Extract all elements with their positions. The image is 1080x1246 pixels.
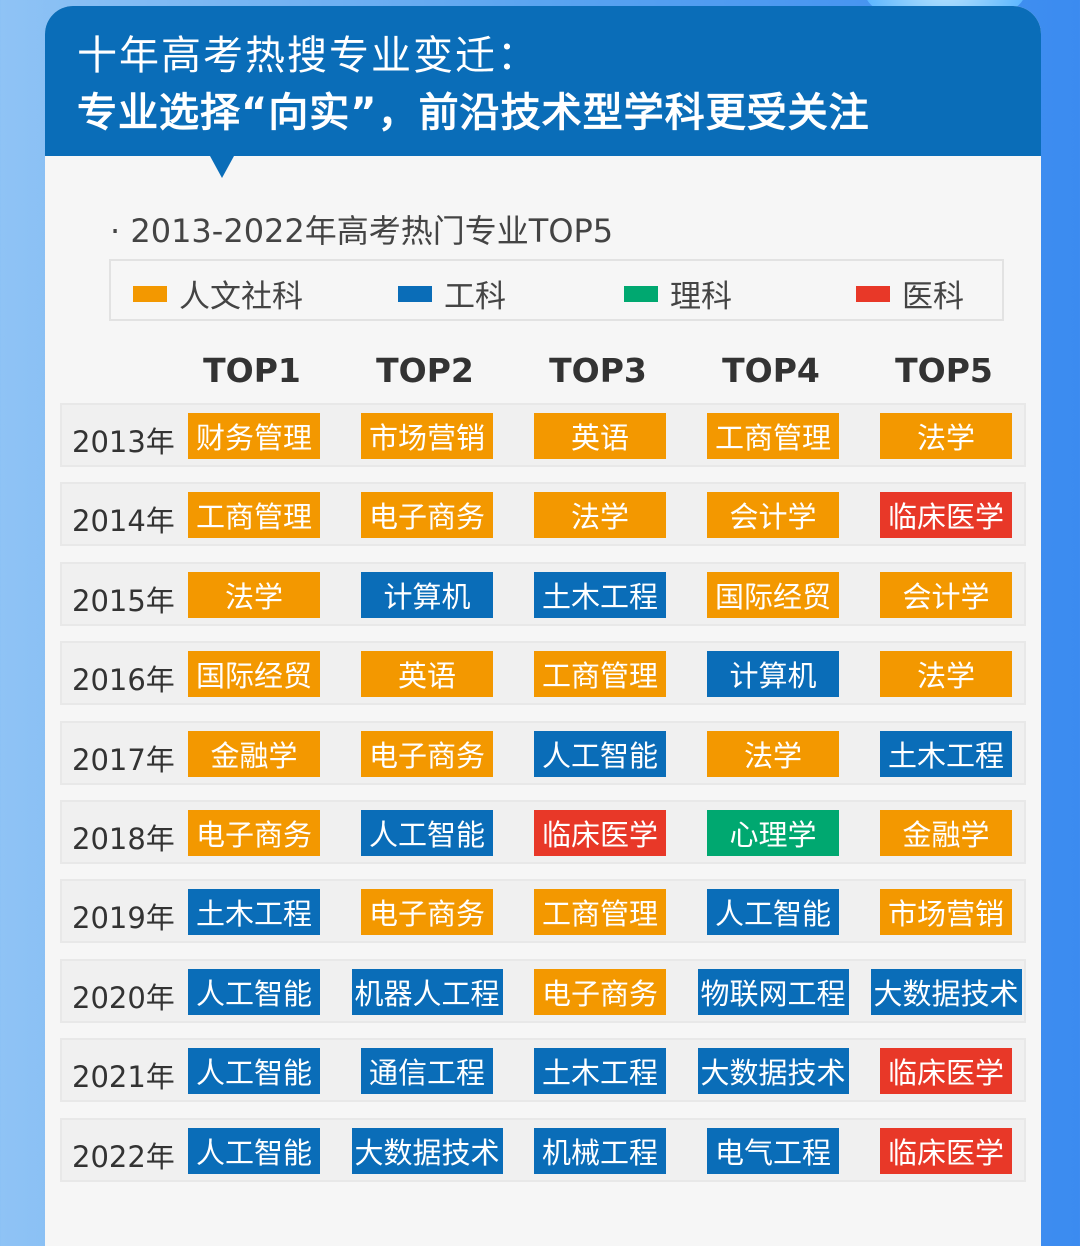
- legend: 人文社科 工科 理科 医科: [109, 259, 1004, 321]
- legend-swatch: [856, 285, 890, 302]
- infographic-card: 十年高考热搜专业变迁： 专业选择“向实”，前沿技术型学科更受关注 · 2013-…: [45, 6, 1041, 1246]
- major-tag: 心理学: [707, 810, 839, 856]
- major-tag: 法学: [880, 651, 1012, 698]
- column-header-top4: TOP4: [722, 351, 820, 390]
- major-tag: 会计学: [707, 492, 839, 539]
- major-tag: 计算机: [361, 571, 493, 618]
- table-row: 2017年 金融学 电子商务 人工智能 法学 土木工程: [60, 720, 1026, 785]
- major-tag: 临床医学: [880, 1048, 1012, 1095]
- major-tag: 土木工程: [534, 1048, 666, 1095]
- major-tag: 物联网工程: [697, 968, 849, 1015]
- major-tag: 临床医学: [880, 1127, 1012, 1174]
- legend-label: 理科: [670, 279, 732, 315]
- legend-swatch: [133, 285, 167, 302]
- year-label: 2021年: [72, 1060, 175, 1095]
- legend-item-science: 理科: [624, 271, 732, 316]
- major-tag: 金融学: [188, 730, 320, 777]
- column-header-top1: TOP1: [203, 351, 301, 390]
- legend-swatch: [624, 285, 658, 302]
- major-tag: 工商管理: [707, 413, 839, 459]
- major-tag: 国际经贸: [188, 651, 320, 698]
- major-tag: 国际经贸: [707, 571, 839, 618]
- major-tag: 大数据技术: [351, 1127, 503, 1174]
- year-label: 2018年: [72, 822, 175, 856]
- year-label: 2022年: [72, 1139, 175, 1174]
- year-label: 2013年: [72, 425, 175, 459]
- major-tag: 工商管理: [188, 492, 320, 539]
- major-tag: 财务管理: [188, 413, 320, 459]
- column-header-top5: TOP5: [895, 351, 993, 390]
- major-tag: 法学: [534, 492, 666, 539]
- year-label: 2016年: [72, 663, 175, 698]
- major-tag: 法学: [880, 413, 1012, 459]
- header-banner: 十年高考热搜专业变迁： 专业选择“向实”，前沿技术型学科更受关注: [45, 6, 1041, 156]
- major-tag: 英语: [534, 413, 666, 459]
- year-label: 2015年: [72, 583, 175, 618]
- year-label: 2017年: [72, 742, 175, 777]
- major-tag: 会计学: [880, 571, 1012, 618]
- banner-pointer: [210, 156, 234, 178]
- major-tag: 大数据技术: [870, 968, 1022, 1015]
- major-tag: 电子商务: [188, 810, 320, 856]
- major-tag: 法学: [188, 571, 320, 618]
- table-row: 2021年 人工智能 通信工程 土木工程 大数据技术 临床医学: [60, 1038, 1026, 1103]
- major-tag: 土木工程: [534, 571, 666, 618]
- major-tag: 市场营销: [880, 889, 1012, 936]
- title-line1: 十年高考热搜专业变迁：: [77, 33, 539, 79]
- table-row: 2018年 电子商务 人工智能 临床医学 心理学 金融学: [60, 800, 1026, 864]
- major-tag: 临床医学: [534, 810, 666, 856]
- major-tag: 土木工程: [880, 730, 1012, 777]
- major-tag: 计算机: [707, 651, 839, 698]
- table-row: 2014年 工商管理 电子商务 法学 会计学 临床医学: [60, 482, 1026, 547]
- major-tag: 电气工程: [707, 1127, 839, 1174]
- table-row: 2015年 法学 计算机 土木工程 国际经贸 会计学: [60, 561, 1026, 626]
- major-tag: 通信工程: [361, 1048, 493, 1095]
- section-subtitle: · 2013-2022年高考热门专业TOP5: [110, 212, 614, 250]
- column-header-top3: TOP3: [549, 351, 647, 390]
- year-label: 2019年: [72, 901, 175, 936]
- legend-swatch: [398, 285, 432, 302]
- table-row: 2019年 土木工程 电子商务 工商管理 人工智能 市场营销: [60, 879, 1026, 944]
- legend-item-engineering: 工科: [398, 271, 506, 316]
- major-tag: 机械工程: [534, 1127, 666, 1174]
- major-tag: 电子商务: [361, 730, 493, 777]
- major-tag: 市场营销: [361, 413, 493, 459]
- major-tag: 工商管理: [534, 651, 666, 698]
- major-tag: 人工智能: [534, 730, 666, 777]
- year-label: 2014年: [72, 504, 175, 539]
- major-tag: 人工智能: [361, 810, 493, 856]
- table-row: 2022年 人工智能 大数据技术 机械工程 电气工程 临床医学: [60, 1117, 1026, 1182]
- major-tag: 电子商务: [534, 968, 666, 1015]
- major-tag: 电子商务: [361, 492, 493, 539]
- major-tag: 人工智能: [707, 889, 839, 936]
- legend-item-humanities: 人文社科: [133, 271, 303, 316]
- legend-label: 工科: [444, 279, 506, 315]
- major-tag: 人工智能: [188, 1048, 320, 1095]
- table-row: 2016年 国际经贸 英语 工商管理 计算机 法学: [60, 641, 1026, 706]
- major-tag: 法学: [707, 730, 839, 777]
- title-line2: 专业选择“向实”，前沿技术型学科更受关注: [77, 90, 870, 136]
- major-tag: 大数据技术: [697, 1048, 849, 1095]
- major-tag: 英语: [361, 651, 493, 698]
- year-label: 2020年: [72, 980, 175, 1015]
- table-row: 2013年 财务管理 市场营销 英语 工商管理 法学: [60, 403, 1026, 467]
- major-tag: 金融学: [880, 810, 1012, 856]
- major-tag: 临床医学: [880, 492, 1012, 539]
- major-tag: 电子商务: [361, 889, 493, 936]
- column-header-top2: TOP2: [376, 351, 474, 390]
- major-tag: 土木工程: [188, 889, 320, 936]
- major-tag: 工商管理: [534, 889, 666, 936]
- major-tag: 人工智能: [188, 1127, 320, 1174]
- major-tag: 人工智能: [188, 968, 320, 1015]
- table-row: 2020年 人工智能 机器人工程 电子商务 物联网工程 大数据技术: [60, 958, 1026, 1023]
- legend-label: 人文社科: [179, 279, 303, 315]
- legend-label: 医科: [902, 279, 964, 315]
- major-tag: 机器人工程: [351, 968, 503, 1015]
- legend-item-medical: 医科: [856, 271, 964, 316]
